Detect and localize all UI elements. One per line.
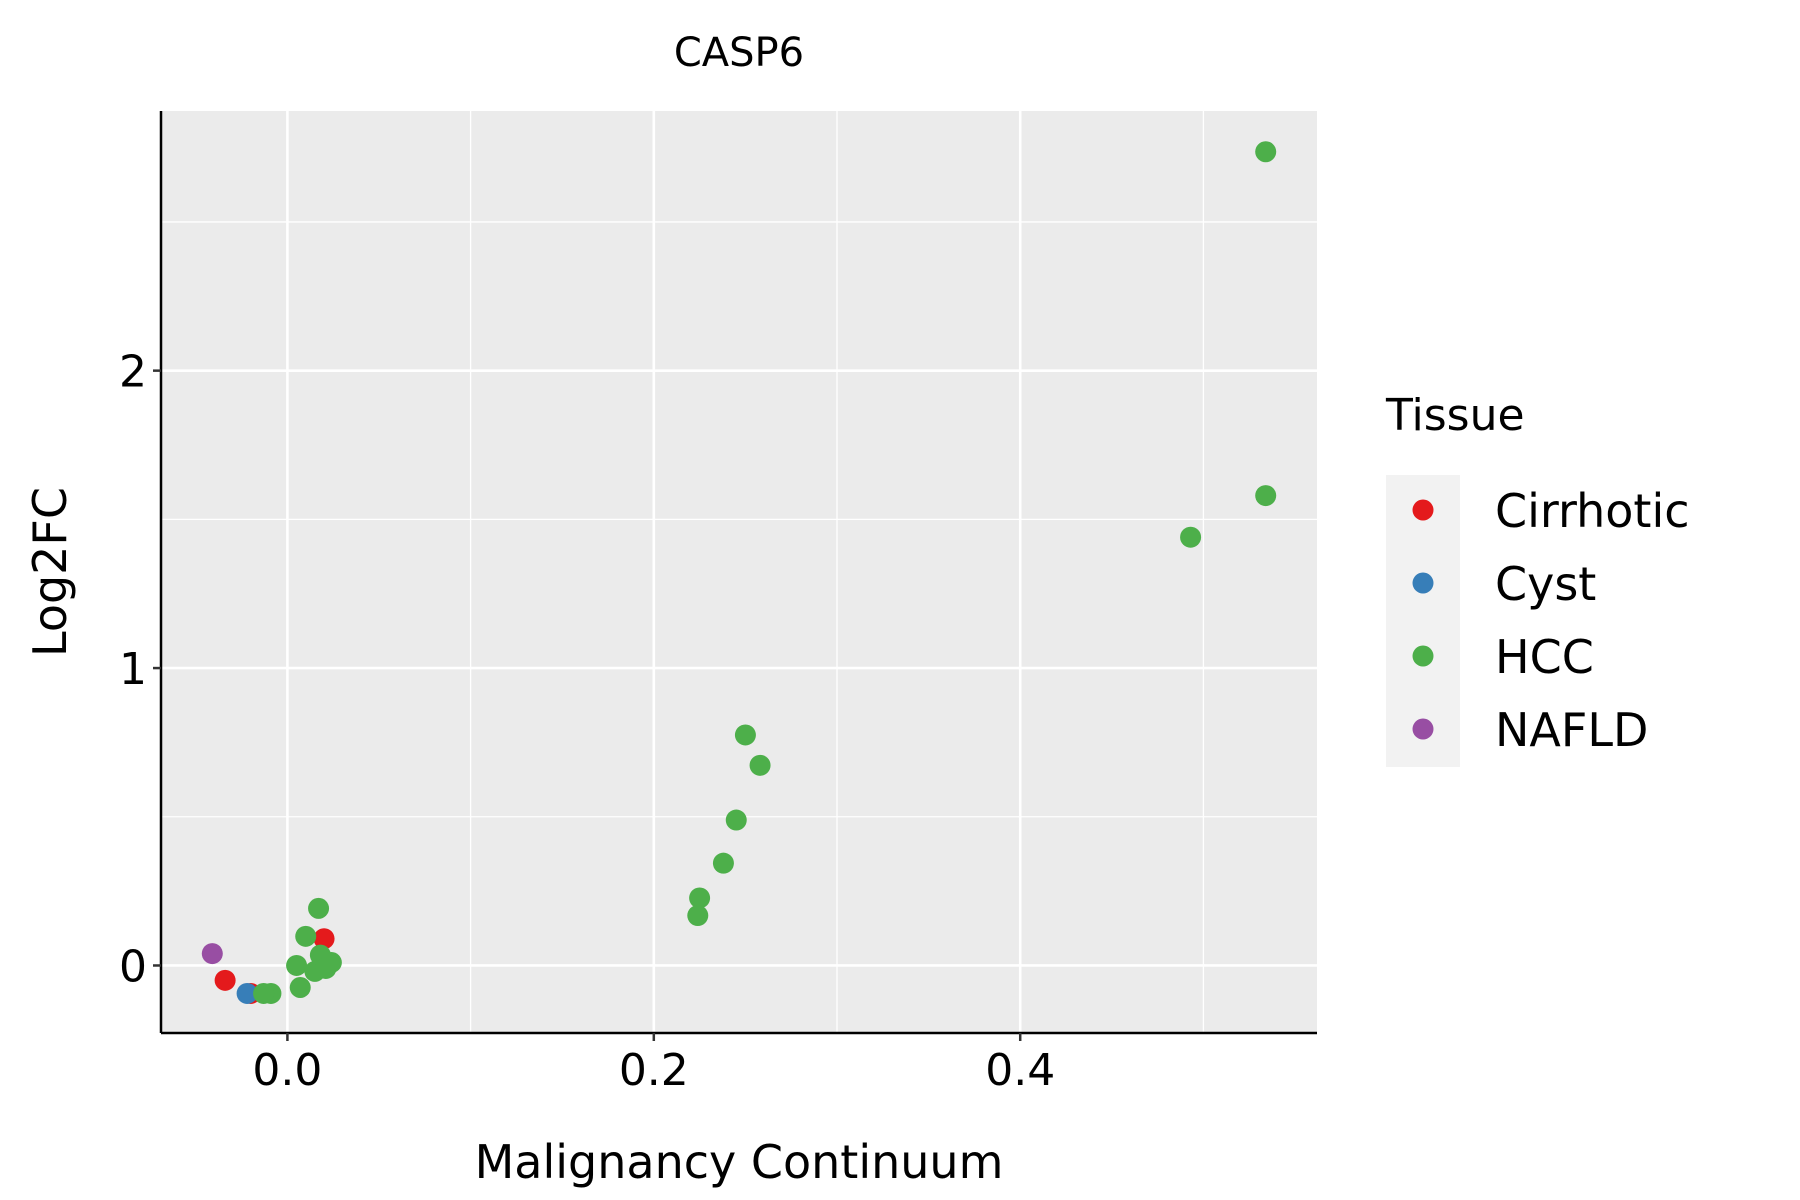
chart-title: CASP6 — [674, 30, 804, 76]
data-point-cirrhotic — [313, 928, 335, 950]
legend: Cirrhotic Cyst HCC NAFLD — [1412, 484, 1690, 757]
legend-key-cyst — [1412, 572, 1434, 594]
data-point-hcc — [253, 982, 275, 1004]
legend-key-cirrhotic — [1412, 499, 1434, 521]
y-tick-label: 1 — [119, 644, 147, 695]
data-point-cirrhotic — [214, 969, 236, 991]
data-point-hcc — [712, 852, 734, 874]
y-axis-label: Log2FC — [23, 487, 77, 657]
x-tick-label: 0.0 — [252, 1045, 322, 1096]
x-tick-label: 0.4 — [985, 1045, 1055, 1096]
data-point-hcc — [734, 724, 756, 746]
data-point-cyst — [236, 982, 258, 1004]
legend-title: Tissue — [1385, 390, 1525, 441]
plot-panel — [161, 111, 1317, 1033]
data-point-hcc — [725, 809, 747, 831]
legend-label-cirrhotic: Cirrhotic — [1495, 484, 1690, 538]
x-axis-label: Malignancy Continuum — [475, 1135, 1004, 1189]
data-point-hcc — [687, 905, 709, 927]
grid-lines — [161, 111, 1317, 1033]
data-point-hcc — [320, 952, 342, 974]
data-point-hcc — [749, 754, 771, 776]
data-point-hcc — [1255, 485, 1277, 507]
data-point-hcc — [1180, 526, 1202, 548]
data-points — [201, 141, 1277, 1004]
axis-ticks: 0.0 0.2 0.4 0 1 2 — [119, 347, 1055, 1096]
data-point-hcc — [295, 925, 317, 947]
data-point-hcc — [1255, 141, 1277, 163]
legend-label-hcc: HCC — [1495, 630, 1594, 684]
legend-key-hcc — [1412, 645, 1434, 667]
x-tick-label: 0.2 — [619, 1045, 689, 1096]
data-point-nafld — [201, 943, 223, 965]
legend-label-cyst: Cyst — [1495, 557, 1596, 611]
data-point-hcc — [308, 897, 330, 919]
data-point-hcc — [289, 976, 311, 998]
y-tick-label: 2 — [119, 347, 147, 398]
legend-label-nafld: NAFLD — [1495, 703, 1648, 757]
y-tick-label: 0 — [119, 941, 147, 992]
data-point-hcc — [689, 887, 711, 909]
legend-key-nafld — [1412, 718, 1434, 740]
data-point-hcc — [286, 954, 308, 976]
legend-key-background — [1386, 475, 1460, 767]
